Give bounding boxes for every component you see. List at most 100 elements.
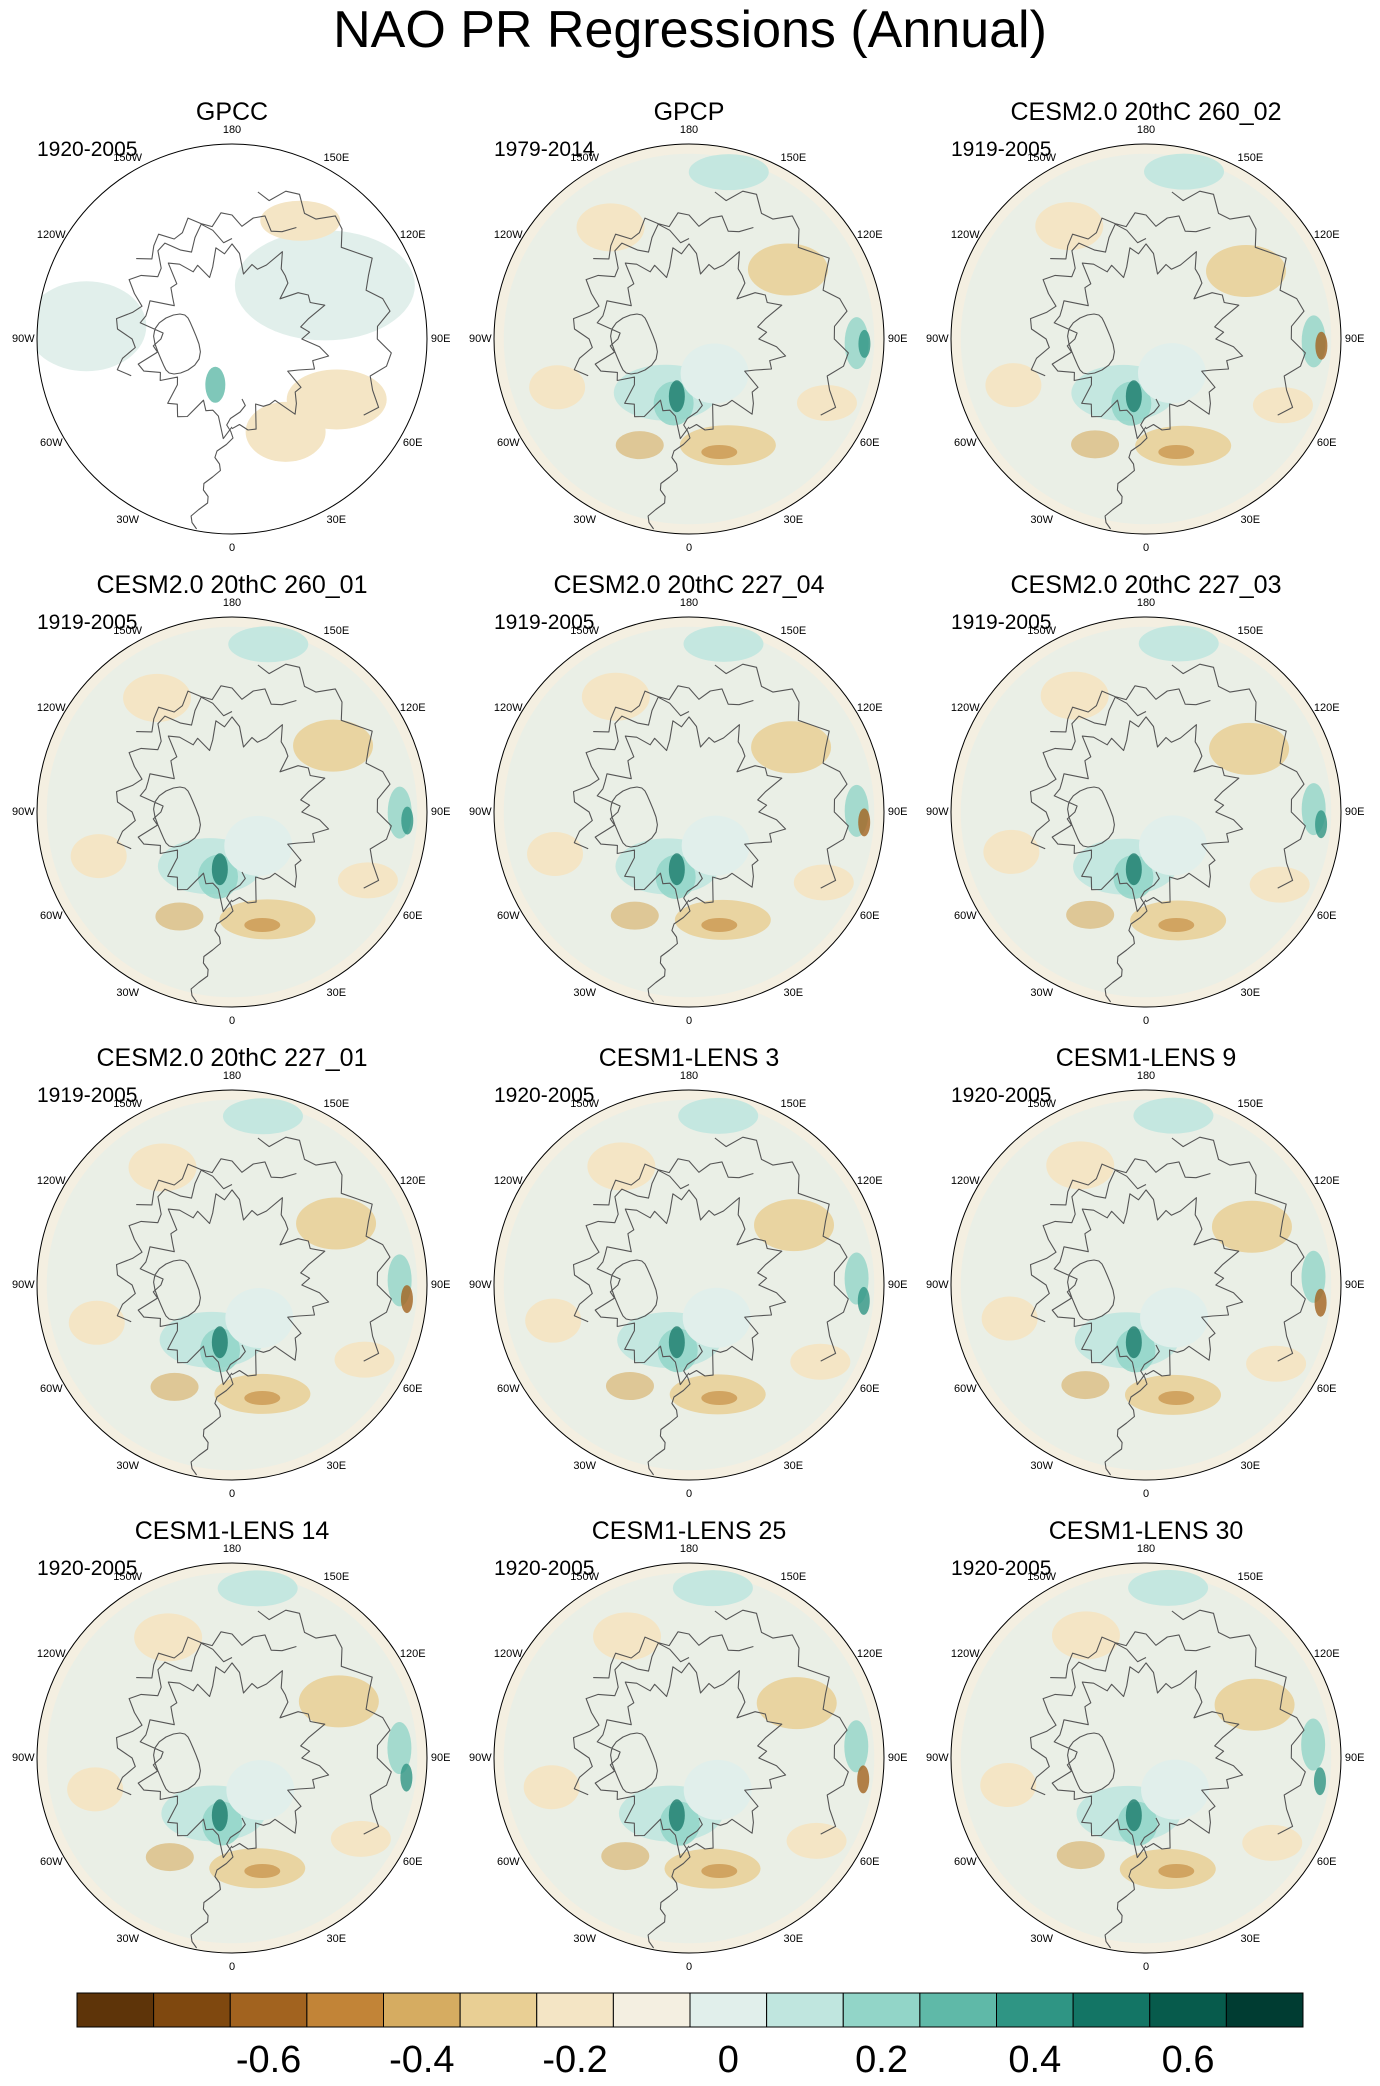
longitude-label: 120E bbox=[1313, 1647, 1340, 1660]
longitude-label: 120W bbox=[493, 1174, 523, 1187]
longitude-label: 90E bbox=[430, 333, 451, 345]
panel-title: CESM1-LENS 14 bbox=[134, 1517, 330, 1545]
longitude-label: 150W bbox=[570, 152, 600, 165]
longitude-label: 120W bbox=[36, 228, 66, 241]
longitude-label: 90W bbox=[469, 806, 492, 818]
panel-period: 1979-2014 bbox=[494, 138, 595, 161]
regression-field bbox=[951, 1563, 1341, 1953]
regression-field bbox=[37, 144, 427, 534]
longitude-label: 180 bbox=[1136, 597, 1156, 610]
longitude-label: 60E bbox=[402, 437, 423, 450]
colorbar-tick-label: -0.6 bbox=[235, 2039, 302, 2081]
longitude-label: 150E bbox=[1237, 1098, 1264, 1111]
longitude-label: 120E bbox=[399, 701, 426, 714]
longitude-label: 30E bbox=[326, 1932, 347, 1945]
longitude-label: 90E bbox=[1344, 1279, 1365, 1291]
longitude-label: 150W bbox=[570, 1098, 600, 1111]
longitude-label: 60W bbox=[39, 1856, 63, 1869]
longitude-label: 30W bbox=[1030, 1932, 1053, 1945]
colorbar-swatch bbox=[536, 1992, 614, 2028]
longitude-label: 120E bbox=[399, 1647, 426, 1660]
panel-title: CESM2.0 20thC 260_02 bbox=[1010, 98, 1282, 126]
longitude-label: 120E bbox=[856, 228, 883, 241]
map-boundary bbox=[36, 1562, 428, 1954]
panel-title: CESM1-LENS 25 bbox=[591, 1517, 787, 1545]
longitude-label: 90E bbox=[1344, 333, 1365, 345]
map-boundary bbox=[493, 616, 885, 1008]
longitude-label: 30E bbox=[326, 1459, 347, 1472]
colorbar-swatch bbox=[383, 1992, 461, 2028]
longitude-label: 120E bbox=[1313, 701, 1340, 714]
panel-title: CESM2.0 20thC 227_03 bbox=[1010, 571, 1282, 599]
longitude-label: 120E bbox=[856, 1174, 883, 1187]
longitude-label: 180 bbox=[1136, 1070, 1156, 1083]
longitude-label: 120W bbox=[36, 1174, 66, 1187]
polar-map bbox=[950, 616, 1342, 1008]
polar-map bbox=[950, 1562, 1342, 1954]
longitude-label: 60W bbox=[953, 437, 977, 450]
longitude-label: 30W bbox=[573, 1459, 596, 1472]
longitude-label: 60E bbox=[1316, 1856, 1337, 1869]
regression-field bbox=[494, 1563, 884, 1953]
longitude-label: 90W bbox=[12, 1279, 35, 1291]
longitude-label: 0 bbox=[1142, 1960, 1150, 1973]
longitude-label: 30E bbox=[1240, 1932, 1261, 1945]
longitude-label: 60W bbox=[953, 1383, 977, 1396]
map-boundary bbox=[493, 1089, 885, 1481]
colorbar-swatch bbox=[459, 1992, 538, 2028]
longitude-label: 30E bbox=[1240, 513, 1261, 526]
longitude-label: 30W bbox=[573, 1932, 596, 1945]
polar-map bbox=[36, 1562, 428, 1954]
coastline bbox=[572, 1136, 849, 1476]
longitude-label: 180 bbox=[679, 1070, 699, 1083]
longitude-label: 180 bbox=[222, 597, 242, 610]
colorbar-tick-label: 0.6 bbox=[1161, 2039, 1215, 2081]
longitude-label: 90W bbox=[926, 1752, 949, 1764]
longitude-label: 120W bbox=[493, 1647, 523, 1660]
longitude-label: 120W bbox=[950, 1174, 980, 1187]
polar-map bbox=[36, 1089, 428, 1481]
panel-title: CESM2.0 20thC 260_01 bbox=[96, 571, 368, 599]
colorbar-swatch bbox=[919, 1992, 997, 2028]
longitude-label: 150W bbox=[570, 1571, 600, 1584]
longitude-label: 90W bbox=[469, 1279, 492, 1291]
longitude-label: 120W bbox=[493, 228, 523, 241]
longitude-label: 180 bbox=[222, 1070, 242, 1083]
longitude-label: 150E bbox=[780, 152, 807, 165]
panel-period: 1919-2005 bbox=[951, 138, 1052, 161]
longitude-label: 30E bbox=[783, 513, 804, 526]
longitude-label: 150W bbox=[1027, 625, 1057, 638]
longitude-label: 150E bbox=[323, 625, 350, 638]
panel-title: GPCP bbox=[653, 98, 725, 126]
longitude-label: 180 bbox=[222, 124, 242, 137]
map-boundary bbox=[36, 1089, 428, 1481]
longitude-label: 150E bbox=[1237, 1571, 1264, 1584]
longitude-label: 180 bbox=[679, 124, 699, 137]
panel-period: 1919-2005 bbox=[951, 611, 1052, 634]
longitude-label: 60E bbox=[1316, 910, 1337, 923]
longitude-label: 30W bbox=[116, 1932, 139, 1945]
polar-map bbox=[493, 1089, 885, 1481]
longitude-label: 180 bbox=[222, 1543, 242, 1556]
longitude-label: 90E bbox=[1344, 806, 1365, 818]
longitude-label: 120E bbox=[856, 701, 883, 714]
colorbar-tick-label: 0.4 bbox=[1008, 2039, 1062, 2081]
longitude-label: 180 bbox=[679, 597, 699, 610]
regression-field bbox=[951, 144, 1341, 534]
longitude-label: 150W bbox=[570, 625, 600, 638]
coastline bbox=[115, 663, 392, 1003]
longitude-label: 0 bbox=[685, 1960, 693, 1973]
longitude-label: 90W bbox=[12, 806, 35, 818]
coastline bbox=[1029, 663, 1306, 1003]
colorbar-tick-label: 0.2 bbox=[855, 2039, 908, 2081]
colorbar-swatch bbox=[76, 1992, 155, 2028]
longitude-label: 60W bbox=[39, 910, 63, 923]
colorbar-swatch bbox=[1225, 1992, 1304, 2028]
longitude-label: 0 bbox=[228, 1487, 236, 1500]
longitude-label: 30W bbox=[1030, 986, 1053, 999]
longitude-label: 90E bbox=[430, 1279, 451, 1291]
coastline bbox=[115, 1609, 392, 1949]
longitude-label: 60E bbox=[859, 437, 880, 450]
longitude-label: 120W bbox=[36, 1647, 66, 1660]
longitude-label: 90E bbox=[1344, 1752, 1365, 1764]
